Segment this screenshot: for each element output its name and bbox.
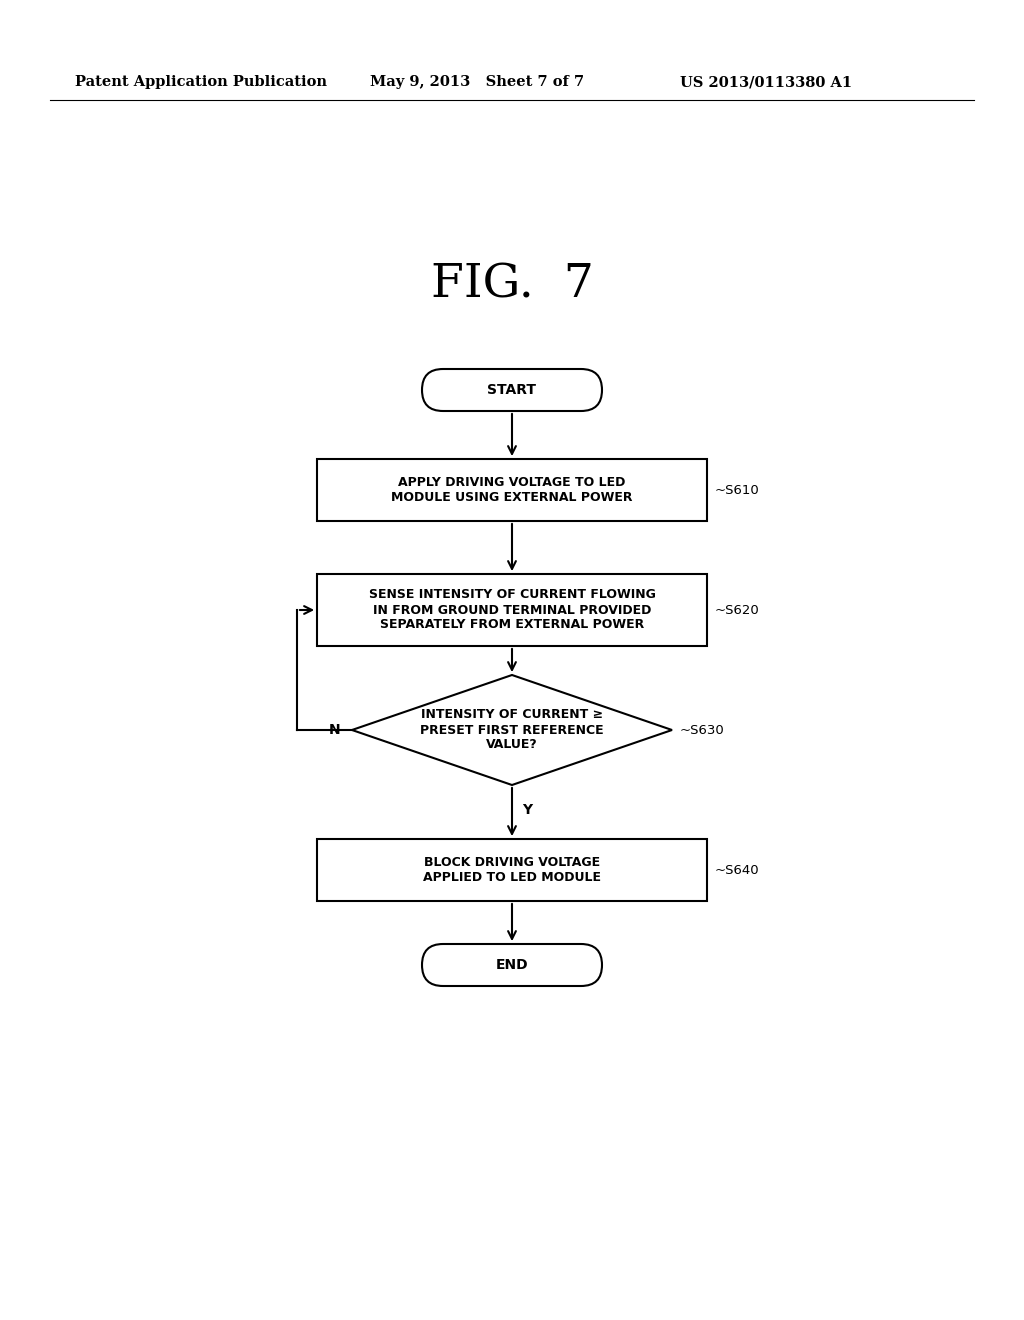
Polygon shape (352, 675, 672, 785)
Text: BLOCK DRIVING VOLTAGE
APPLIED TO LED MODULE: BLOCK DRIVING VOLTAGE APPLIED TO LED MOD… (423, 855, 601, 884)
Text: ~S630: ~S630 (680, 723, 725, 737)
Text: INTENSITY OF CURRENT ≥
PRESET FIRST REFERENCE
VALUE?: INTENSITY OF CURRENT ≥ PRESET FIRST REFE… (420, 709, 604, 751)
Text: START: START (487, 383, 537, 397)
Text: US 2013/0113380 A1: US 2013/0113380 A1 (680, 75, 852, 88)
Text: FIG.  7: FIG. 7 (430, 263, 594, 308)
Text: ~S610: ~S610 (715, 483, 760, 496)
Text: ~S620: ~S620 (715, 603, 760, 616)
Text: ~S640: ~S640 (715, 863, 760, 876)
Text: N: N (329, 723, 340, 737)
Text: APPLY DRIVING VOLTAGE TO LED
MODULE USING EXTERNAL POWER: APPLY DRIVING VOLTAGE TO LED MODULE USIN… (391, 477, 633, 504)
FancyBboxPatch shape (422, 944, 602, 986)
Bar (317, 459, 707, 521)
Bar (317, 574, 707, 645)
Text: END: END (496, 958, 528, 972)
FancyBboxPatch shape (422, 370, 602, 411)
Text: Patent Application Publication: Patent Application Publication (75, 75, 327, 88)
Text: Y: Y (522, 803, 532, 817)
Text: May 9, 2013   Sheet 7 of 7: May 9, 2013 Sheet 7 of 7 (370, 75, 584, 88)
Text: SENSE INTENSITY OF CURRENT FLOWING
IN FROM GROUND TERMINAL PROVIDED
SEPARATELY F: SENSE INTENSITY OF CURRENT FLOWING IN FR… (369, 589, 655, 631)
Bar (317, 840, 707, 902)
